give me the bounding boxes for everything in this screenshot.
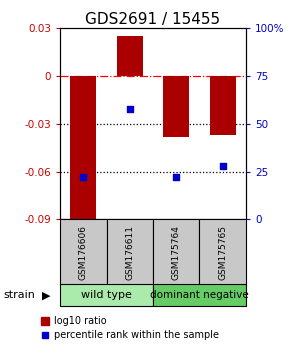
Text: wild type: wild type — [81, 290, 132, 300]
Text: GSM175765: GSM175765 — [218, 225, 227, 280]
Text: strain: strain — [3, 290, 35, 300]
Legend: log10 ratio, percentile rank within the sample: log10 ratio, percentile rank within the … — [41, 316, 218, 340]
Point — [81, 175, 86, 180]
Text: dominant negative: dominant negative — [150, 290, 249, 300]
Bar — [60, 219, 106, 285]
Title: GDS2691 / 15455: GDS2691 / 15455 — [85, 12, 220, 27]
Text: GSM175764: GSM175764 — [172, 225, 181, 280]
Bar — [153, 219, 200, 285]
Point — [220, 163, 225, 169]
Bar — [210, 76, 236, 135]
Text: ▶: ▶ — [42, 290, 51, 300]
Point — [128, 106, 132, 112]
Bar — [117, 36, 142, 76]
Point — [174, 175, 178, 180]
Bar — [70, 76, 96, 223]
Bar — [200, 219, 246, 285]
Bar — [60, 284, 153, 306]
Bar — [106, 219, 153, 285]
Bar — [153, 284, 246, 306]
Text: GSM176611: GSM176611 — [125, 225, 134, 280]
Bar — [164, 76, 189, 137]
Text: GSM176606: GSM176606 — [79, 225, 88, 280]
